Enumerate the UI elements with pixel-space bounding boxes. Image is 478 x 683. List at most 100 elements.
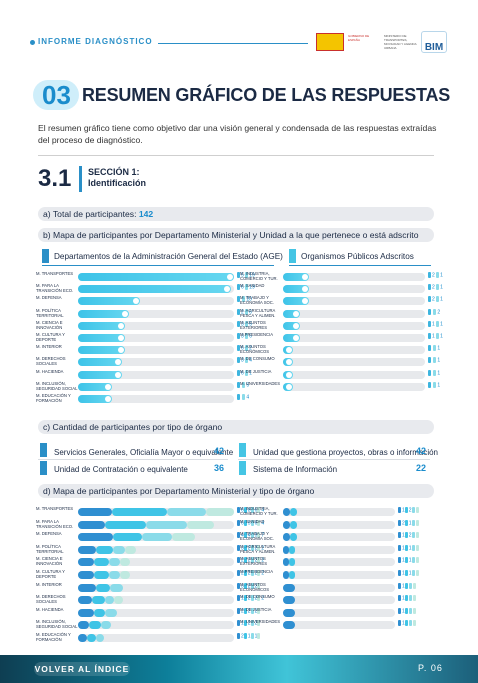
person-icon (257, 607, 261, 614)
person-icon (428, 296, 431, 303)
d-row-count: 3 (241, 545, 244, 552)
organ-type-value: 22 (415, 463, 426, 473)
b-row: M. INDUSTRIA, COMERCIO Y TUR. 2 1 (240, 271, 465, 283)
b-row-counts: 2 1 (428, 284, 443, 291)
d-row-count: 2 (254, 545, 258, 552)
d-row-track (78, 621, 234, 630)
person-icon (237, 633, 240, 639)
b-row-bar (283, 370, 293, 379)
b-row-bar (283, 273, 309, 281)
person-icon (412, 595, 416, 602)
b-row-counts: 6 1 (237, 369, 252, 376)
d-row-segment (146, 520, 188, 529)
d-row-count: 3 (254, 532, 258, 539)
d-row-count: 4 (247, 532, 251, 539)
person-icon (237, 333, 240, 339)
section-number-badge: 03 (33, 80, 79, 110)
d-row-count: 1 (254, 633, 258, 640)
d-row-segment (142, 533, 172, 542)
person-icon (250, 532, 254, 539)
d-row-track (78, 520, 234, 529)
b-row-counts: 2 6 (237, 308, 252, 315)
d-row-count: 2 (408, 532, 412, 539)
d-row: M. TRABAJO Y ECONOMÍA SOC. 1 2 (240, 531, 435, 543)
person-icon (250, 620, 254, 627)
b-row: M. ASUNTOS ECONÓMICOS 1 (240, 344, 465, 356)
b-row-track (78, 358, 234, 367)
person-icon (237, 284, 240, 291)
d-row-count: 2 (254, 620, 258, 627)
d-row-count: 2 (254, 595, 258, 602)
d-row-count: 2 (261, 557, 265, 564)
d-row-count: 1 (402, 532, 405, 539)
organ-type-label: Servicios Generales, Oficialía Mayor o e… (54, 448, 234, 457)
bim-logo-text: BIM (424, 42, 444, 53)
b-row: M. SANIDAD 2 1 (240, 283, 465, 295)
b-row-counts: 10 (237, 296, 252, 303)
d-row: M. ASUNTOS ECONÓMICOS 1 (240, 582, 435, 594)
person-icon (40, 443, 47, 457)
back-to-index-button[interactable]: VOLVER AL ÍNDICE (34, 662, 130, 676)
d-row-label: M. TRANSPORTES (36, 506, 74, 511)
b-row-track (283, 334, 425, 342)
d-row-label: M. POLÍTICA TERRITORIAL (36, 543, 64, 554)
person-icon (398, 532, 401, 539)
d-row-count: 1 (402, 582, 405, 589)
person-icon (237, 582, 240, 589)
person-icon (237, 272, 240, 278)
person-icon (433, 381, 437, 388)
person-icon (433, 345, 437, 352)
b-row: M. TRANSPORTES 5 19 (36, 271, 274, 283)
d-row-track (283, 558, 395, 567)
b-row-label: M. SANIDAD (240, 283, 265, 289)
d-row-segment (283, 608, 295, 617)
d-row-count: 2 (261, 570, 265, 577)
d-row-segment (105, 608, 117, 617)
b-row-track (78, 273, 234, 281)
person-icon (237, 369, 240, 376)
person-icon (237, 381, 240, 388)
page-header: INFORME DIAGNÓSTICO GOBIERNO DE ESPAÑA M… (0, 0, 478, 62)
person-icon (243, 532, 247, 539)
b-row-count-org: 19 (249, 272, 255, 279)
b-row: M. ASUNTOS EXTERIORES 1 1 (240, 320, 465, 332)
d-row-segment (78, 621, 90, 630)
report-title: INFORME DIAGNÓSTICO (38, 37, 153, 46)
b-row-count-org: 1 (437, 382, 441, 389)
person-icon (237, 394, 240, 400)
d-row-segment (171, 533, 195, 542)
subsection-accent-bar (79, 166, 82, 192)
b-row: M. EDUCACIÓN Y FORMACIÓN 4 (36, 393, 274, 405)
d-row-label: M. TRABAJO Y ECONOMÍA SOC. (240, 531, 274, 542)
person-icon (243, 620, 247, 627)
b-row-counts: 1 (428, 357, 440, 364)
d-row-segment (78, 520, 106, 529)
b-row-track (283, 309, 425, 318)
d-row-count: 1 (402, 608, 405, 615)
d-row-segment (78, 571, 94, 579)
b-row-counts: 1 (428, 381, 441, 389)
d-row-count: 2 (402, 519, 405, 526)
person-icon (411, 519, 415, 526)
legend-organismos: Organismos Públicos Adscritos (301, 252, 414, 261)
person-icon (428, 320, 431, 327)
b-row: M. AGRICULTURA PESCA Y ALIMEN. 2 (240, 308, 465, 320)
person-icon (237, 532, 240, 539)
d-row-label: M. CULTURA Y DEPORTE (36, 569, 65, 579)
person-icon (412, 607, 416, 614)
d-row-label: M. DEFENSA (36, 531, 62, 537)
d-row: M. INTERIOR 3 2 2 (36, 582, 274, 594)
d-row: M. DEFENSA 4 4 3 7 (36, 531, 274, 543)
person-icon (237, 519, 240, 526)
d-row-segment (289, 571, 295, 579)
person-icon (250, 544, 254, 551)
b-row: M. POLÍTICA TERRITORIAL 2 6 (36, 308, 274, 320)
b-row-count-org: 4 (249, 357, 252, 364)
b-row-count-org: 1 (440, 284, 443, 291)
d-row-count: 2 (261, 545, 265, 552)
d-row: M. UNIVERSIDADES 1 (240, 619, 435, 631)
b-row-count-org: 2 (249, 345, 252, 352)
person-icon (428, 345, 431, 352)
person-icon (398, 620, 401, 627)
